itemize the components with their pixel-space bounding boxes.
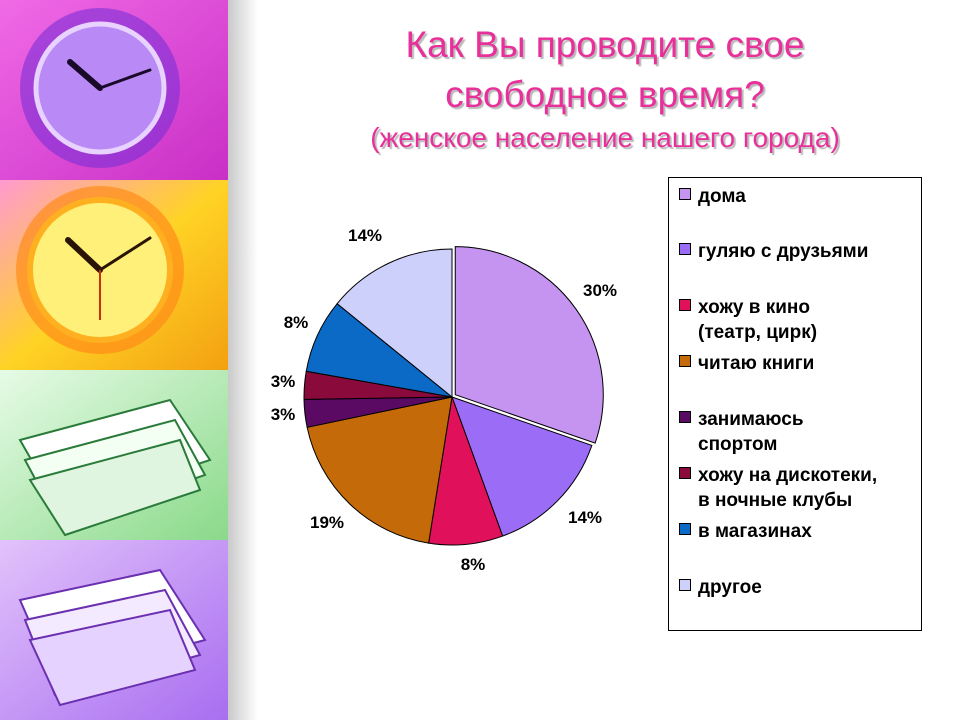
legend-swatch xyxy=(679,243,691,255)
slice-percent-label: 14% xyxy=(348,226,382,245)
pie-slice xyxy=(336,248,453,399)
legend-swatch xyxy=(679,188,691,200)
slice-percent-label: 14% xyxy=(568,508,602,527)
clock-icon-purple xyxy=(20,8,180,168)
papers-icon-green xyxy=(18,398,212,537)
legend-label-line: хожу в кино xyxy=(698,297,810,318)
legend-label: читаю книги xyxy=(698,351,924,376)
legend-label-line: спортом xyxy=(698,434,778,455)
pie-slice xyxy=(306,396,453,544)
page-title-line-1: Как Вы проводите свое xyxy=(405,24,805,65)
legend-swatch xyxy=(679,523,691,535)
pie-slice xyxy=(454,246,604,444)
chart-legend: дома гуляю с друзьями хожу в кино (театр, ц… xyxy=(668,177,922,631)
strip-shadow xyxy=(228,0,258,720)
legend-label: хожу на дискотеки, в ночные клубы xyxy=(698,463,924,513)
slice-percent-label: 8% xyxy=(461,555,486,574)
legend-label-line: гуляю с друзьями xyxy=(698,241,869,262)
legend-label-line: в магазинах xyxy=(698,521,812,542)
pie-slice xyxy=(451,396,593,537)
legend-label-line: дома xyxy=(698,186,746,207)
legend-label-line: (театр, цирк) xyxy=(698,322,818,343)
slice-percent-label: 3% xyxy=(271,372,296,391)
page-subtitle: (женское население нашего города) xyxy=(370,122,840,153)
legend-swatch xyxy=(679,355,691,367)
decorative-photo-strip xyxy=(0,0,228,720)
legend-swatch xyxy=(679,579,691,591)
legend-label: другое xyxy=(698,575,924,600)
clock-icon-yellow xyxy=(16,186,184,354)
slice-percent-label: 8% xyxy=(284,313,309,332)
legend-label: дома xyxy=(698,184,924,209)
legend-label-line: другое xyxy=(698,577,762,598)
legend-swatch xyxy=(679,299,691,311)
legend-label: гуляю с друзьями xyxy=(698,239,924,264)
papers-icon-purple xyxy=(18,568,207,707)
legend-label-line: в ночные клубы xyxy=(698,490,853,511)
slice-percent-label: 30% xyxy=(583,281,617,300)
slice-percent-label: 3% xyxy=(271,405,296,424)
legend-label-line: хожу на дискотеки, xyxy=(698,465,878,486)
legend-label-line: занимаюсь xyxy=(698,409,804,430)
legend-swatch xyxy=(679,411,691,423)
legend-label: занимаюсь спортом xyxy=(698,407,924,457)
legend-label: в магазинах xyxy=(698,519,924,544)
page-title-line-2: свободное время? xyxy=(445,74,765,115)
legend-swatch xyxy=(679,467,691,479)
slice-percent-label: 19% xyxy=(310,513,344,532)
legend-label: хожу в кино (театр, цирк) xyxy=(698,295,924,345)
legend-label-line: читаю книги xyxy=(698,353,815,374)
